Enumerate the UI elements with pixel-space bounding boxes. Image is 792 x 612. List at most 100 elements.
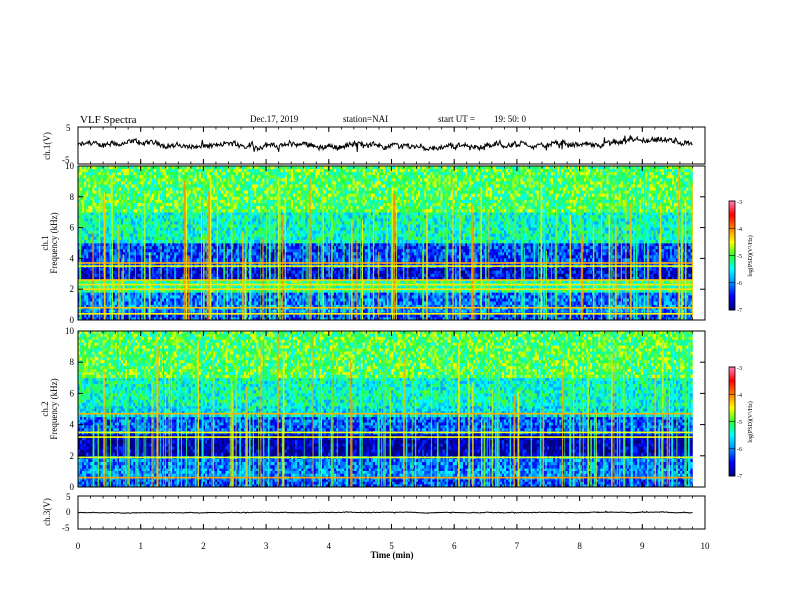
- spectrogram-cell: [492, 268, 494, 271]
- spectrogram-cell: [131, 268, 133, 271]
- spectrogram-cell: [398, 298, 400, 301]
- spectrogram-cell: [346, 298, 348, 301]
- spectrogram-cell: [641, 302, 643, 305]
- spectrogram-cell: [287, 268, 289, 271]
- spectrogram-cell: [107, 298, 109, 301]
- spectrogram-cell: [604, 268, 606, 271]
- spectrogram-cell: [512, 310, 514, 313]
- spectrogram-cell: [199, 292, 201, 295]
- spectrogram-cell: [598, 268, 600, 271]
- spectrogram-cell: [467, 268, 469, 271]
- spectrogram-cell: [381, 292, 383, 295]
- spectrogram-cell: [176, 295, 178, 298]
- spectrogram-cell: [504, 310, 506, 313]
- spectrogram-cell: [516, 298, 518, 301]
- spectrogram-cell: [428, 292, 430, 295]
- spectrogram-cell: [219, 302, 221, 305]
- spectrogram-cell: [617, 292, 619, 295]
- spectrogram-cell: [234, 315, 236, 318]
- spectrogram-cell: [133, 302, 135, 305]
- spectrogram-cell: [662, 302, 664, 305]
- spectrogram-cell: [113, 302, 115, 305]
- spectrogram-cell: [617, 268, 619, 271]
- spectrogram-cell: [639, 268, 641, 271]
- spectrogram-cell: [496, 315, 498, 318]
- spectrogram-cell: [490, 310, 492, 313]
- spectrogram-cell: [379, 298, 381, 301]
- spectrogram-cell: [365, 310, 367, 313]
- spectrogram-cell: [649, 268, 651, 271]
- spectrogram-cell: [213, 295, 215, 298]
- spectrogram-cell: [428, 315, 430, 318]
- spectrogram-cell: [475, 292, 477, 295]
- spectrogram-cell: [623, 298, 625, 301]
- spectrogram-cell: [154, 295, 156, 298]
- spectrogram-cell: [641, 298, 643, 301]
- spectrogram-cell: [94, 295, 96, 298]
- spectrogram-cell: [443, 268, 445, 271]
- spectrogram-cell: [146, 268, 148, 271]
- spectrogram-cell: [617, 298, 619, 301]
- spectrogram-cell: [688, 298, 690, 301]
- spectrogram-cell: [289, 298, 291, 301]
- spectrogram-cell: [596, 302, 598, 305]
- spectrogram-cell: [594, 295, 596, 298]
- spectrogram-cell: [588, 302, 590, 305]
- spectrogram-cell: [584, 295, 586, 298]
- spectrogram-cell: [168, 310, 170, 313]
- spectrogram-cell: [178, 268, 180, 271]
- spectrogram-cell: [137, 315, 139, 318]
- spectrogram-cell: [619, 292, 621, 295]
- spectrogram-cell: [441, 292, 443, 295]
- spectrogram-cell: [623, 315, 625, 318]
- spectrogram-cell: [295, 268, 297, 271]
- spectrogram-cell: [430, 310, 432, 313]
- spectrogram-cell: [416, 292, 418, 295]
- spectrogram-cell: [383, 302, 385, 305]
- spectrogram-cell: [561, 310, 563, 313]
- spectrogram-cell: [527, 268, 529, 271]
- spectrogram-cell: [652, 298, 654, 301]
- spectrogram-cell: [623, 295, 625, 298]
- spectrogram-cell: [504, 292, 506, 295]
- spectrogram-cell: [162, 268, 164, 271]
- spectrogram-cell: [289, 302, 291, 305]
- spectrogram-cell: [559, 310, 561, 313]
- spectrogram-cell: [686, 298, 688, 301]
- spectrogram-cell: [457, 295, 459, 298]
- spectrogram-cell: [686, 292, 688, 295]
- spectrogram-cell: [664, 292, 666, 295]
- spectrogram-cell: [563, 268, 565, 271]
- spectrogram-cell: [477, 295, 479, 298]
- spectrogram-cell: [271, 315, 273, 318]
- spectrogram-cell: [672, 268, 674, 271]
- spectrogram-cell: [434, 292, 436, 295]
- spectrogram-cell: [512, 295, 514, 298]
- spectrogram-cell: [641, 310, 643, 313]
- ch1-spectrogram-heatmap: [78, 166, 693, 320]
- spectrogram-cell: [289, 315, 291, 318]
- spectrogram-cell: [602, 310, 604, 313]
- spectrogram-cell: [256, 295, 258, 298]
- spectrogram-cell: [412, 315, 414, 318]
- spectrogram-cell: [168, 302, 170, 305]
- spectrogram-cell: [379, 302, 381, 305]
- spectrogram-cell: [158, 298, 160, 301]
- spectrogram-cell: [228, 298, 230, 301]
- spectrogram-cell: [652, 295, 654, 298]
- spectrogram-cell: [674, 295, 676, 298]
- spectrogram-cell: [518, 302, 520, 305]
- spectrogram-cell: [228, 310, 230, 313]
- spectrogram-cell: [365, 315, 367, 318]
- spectrogram-cell: [572, 302, 574, 305]
- spectrogram-cell: [88, 310, 90, 313]
- spectrogram-cell: [477, 298, 479, 301]
- spectrogram-cell: [86, 292, 88, 295]
- spectrogram-cell: [627, 268, 629, 271]
- spectrogram-cell: [416, 302, 418, 305]
- spectrogram-cell: [326, 298, 328, 301]
- spectrogram-cell: [572, 268, 574, 271]
- spectrogram-cell: [490, 295, 492, 298]
- spectrogram-cell: [303, 268, 305, 271]
- spectrogram-cell: [213, 292, 215, 295]
